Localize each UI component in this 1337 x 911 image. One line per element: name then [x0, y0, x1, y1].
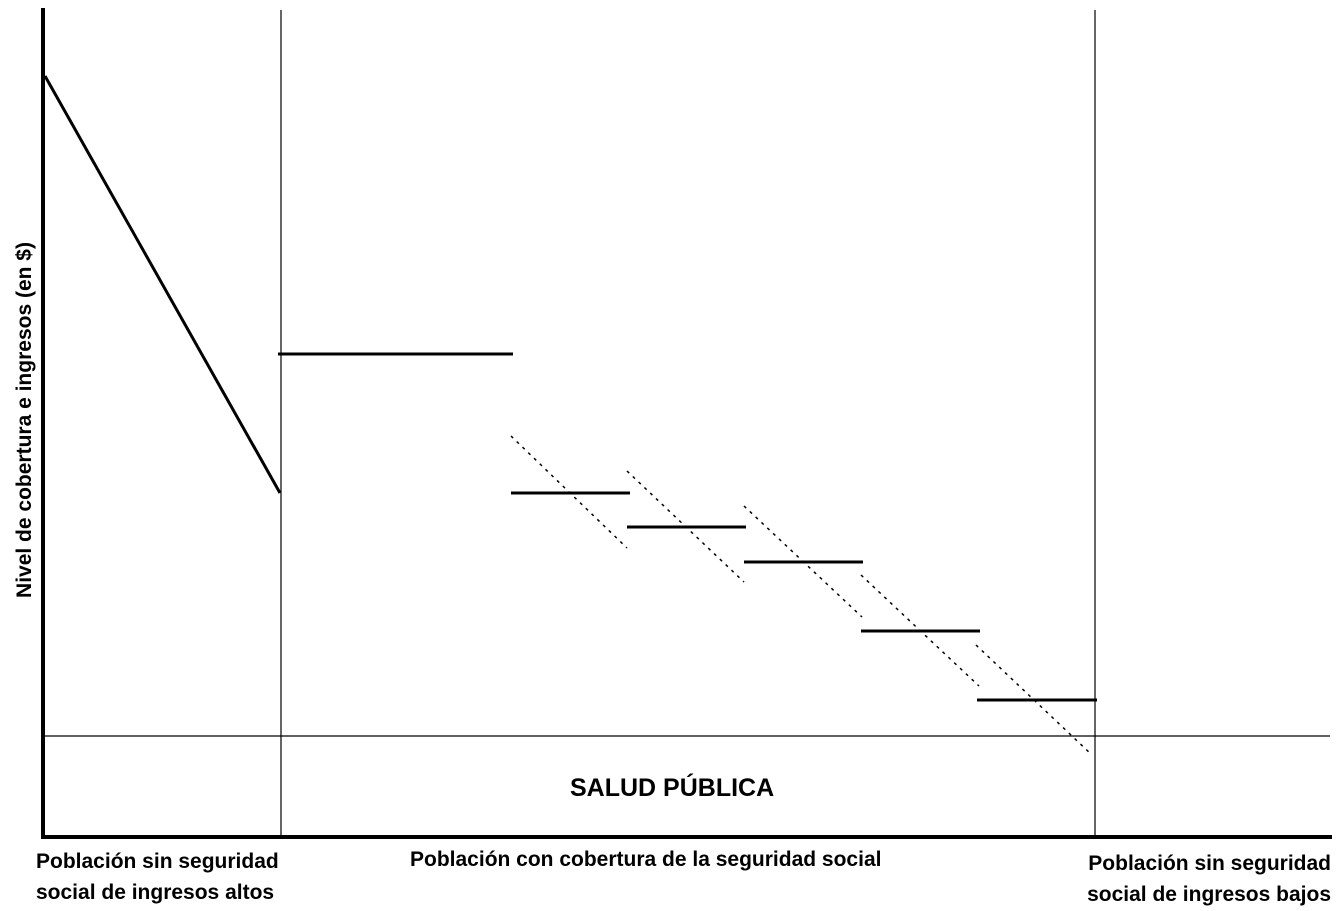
label-high-income-line2: social de ingresos altos [36, 881, 275, 904]
dotted-slope [860, 574, 980, 687]
label-high-income-uninsured: Población sin seguridad social de ingres… [36, 846, 279, 908]
label-low-income-line2: social de ingresos bajos [1087, 883, 1331, 906]
dotted-slope [743, 505, 863, 618]
label-high-income-line1: Población sin seguridad [36, 850, 279, 873]
public-health-label: SALUD PÚBLICA [570, 774, 775, 802]
label-low-income-uninsured: Población sin seguridad social de ingres… [1087, 848, 1331, 910]
dotted-slope [626, 470, 745, 583]
dotted-slope [510, 435, 628, 549]
y-axis-label: Nivel de cobertura e ingresos (en $) [13, 242, 36, 598]
high-income-line [43, 75, 282, 494]
label-low-income-line1: Población sin seguridad [1088, 852, 1331, 875]
label-social-security-coverage: Población con cobertura de la seguridad … [410, 848, 882, 871]
dotted-slope [975, 644, 1093, 756]
